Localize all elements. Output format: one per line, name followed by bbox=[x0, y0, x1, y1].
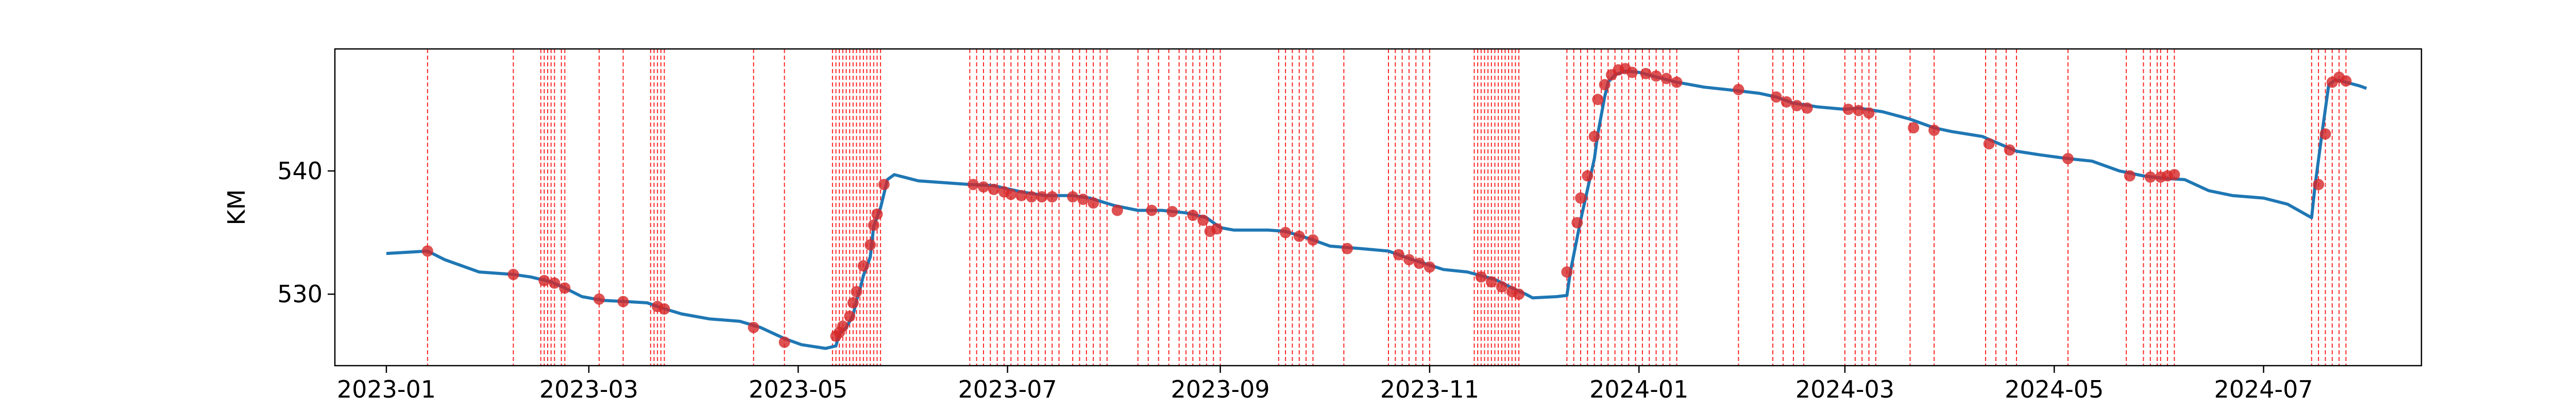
data-point bbox=[878, 179, 890, 191]
data-point bbox=[748, 321, 759, 333]
data-point bbox=[1801, 102, 1813, 114]
data-point bbox=[1393, 249, 1404, 261]
y-axis: 530 540 bbox=[277, 157, 335, 308]
data-point bbox=[1307, 234, 1319, 246]
data-point bbox=[1928, 124, 1940, 136]
data-point bbox=[1575, 192, 1587, 204]
plot-frame bbox=[334, 48, 2422, 367]
data-point bbox=[1733, 83, 1744, 95]
data-point bbox=[507, 268, 519, 280]
data-point bbox=[1863, 107, 1875, 119]
data-point bbox=[844, 311, 856, 322]
data-point bbox=[2319, 128, 2331, 140]
data-point bbox=[1626, 66, 1638, 78]
data-point bbox=[2062, 152, 2074, 164]
data-point bbox=[1561, 266, 1573, 278]
data-point bbox=[1640, 67, 1652, 79]
data-point bbox=[1187, 210, 1199, 221]
data-point bbox=[1599, 79, 1611, 91]
y-tick-label: 530 bbox=[277, 280, 323, 308]
data-point bbox=[1592, 94, 1604, 106]
data-point bbox=[1342, 243, 1353, 254]
data-point bbox=[1781, 96, 1792, 108]
x-tick-label: 2023-09 bbox=[1171, 375, 1269, 403]
data-point bbox=[1211, 223, 1223, 235]
data-point bbox=[865, 239, 876, 251]
data-point bbox=[1036, 191, 1048, 203]
data-point bbox=[1588, 130, 1600, 142]
data-point bbox=[1413, 258, 1425, 269]
data-point bbox=[1166, 205, 1178, 217]
x-tick-label: 2023-07 bbox=[958, 375, 1057, 403]
data-point bbox=[1046, 191, 1058, 203]
data-point bbox=[1423, 261, 1435, 273]
data-point bbox=[778, 336, 790, 348]
x-tick-label: 2024-03 bbox=[1795, 375, 1894, 403]
data-point bbox=[1293, 230, 1305, 242]
data-point bbox=[617, 296, 629, 307]
data-point bbox=[2144, 171, 2156, 183]
data-point bbox=[559, 282, 571, 294]
data-point bbox=[1496, 281, 1507, 293]
y-tick-label: 540 bbox=[277, 157, 323, 185]
data-point bbox=[1280, 227, 1292, 238]
data-point bbox=[2168, 169, 2180, 181]
data-point bbox=[1791, 100, 1803, 112]
data-point bbox=[549, 277, 561, 289]
data-point bbox=[1111, 204, 1123, 216]
data-point bbox=[1671, 76, 1683, 88]
data-point bbox=[421, 245, 433, 257]
data-point bbox=[1582, 170, 1594, 182]
data-point bbox=[1485, 276, 1497, 288]
data-point bbox=[538, 274, 550, 286]
series-layer bbox=[386, 63, 2367, 350]
x-tick-label: 2023-11 bbox=[1380, 375, 1479, 403]
x-tick-label: 2024-05 bbox=[2005, 375, 2104, 403]
data-point bbox=[977, 181, 989, 193]
y-axis-label: KM bbox=[223, 190, 250, 226]
data-point bbox=[1770, 91, 1782, 103]
data-point bbox=[1908, 122, 1920, 134]
data-point bbox=[1475, 271, 1487, 283]
x-axis: 2023-01 2023-03 2023-05 2023-07 2023-09 2023-… bbox=[337, 366, 2313, 403]
km-line bbox=[386, 70, 2367, 350]
data-point bbox=[967, 179, 979, 191]
data-point bbox=[1842, 104, 1854, 115]
x-tick-label: 2024-01 bbox=[1589, 375, 1688, 403]
data-point bbox=[1077, 193, 1089, 205]
data-point bbox=[1197, 214, 1209, 226]
data-point bbox=[868, 219, 879, 231]
data-point bbox=[2313, 179, 2325, 191]
data-point bbox=[1015, 190, 1027, 201]
data-point bbox=[988, 183, 999, 195]
data-point bbox=[1088, 197, 1099, 209]
x-tick-label: 2024-07 bbox=[2214, 375, 2313, 403]
data-point bbox=[2340, 75, 2352, 87]
data-point bbox=[2124, 170, 2136, 182]
data-point bbox=[1513, 288, 1525, 300]
data-point bbox=[871, 208, 883, 220]
data-point bbox=[1853, 105, 1865, 116]
data-point bbox=[857, 260, 869, 272]
data-point bbox=[1005, 188, 1017, 200]
data-point bbox=[2004, 144, 2015, 156]
x-tick-label: 2023-01 bbox=[337, 375, 436, 403]
data-point bbox=[593, 293, 605, 305]
x-tick-label: 2023-03 bbox=[539, 375, 638, 403]
data-point bbox=[1026, 191, 1038, 203]
data-point bbox=[1403, 254, 1415, 266]
x-tick-label: 2023-05 bbox=[749, 375, 848, 403]
data-point bbox=[1983, 138, 1995, 150]
data-point bbox=[847, 297, 859, 308]
data-point bbox=[851, 286, 862, 298]
data-point bbox=[1067, 191, 1079, 203]
data-point bbox=[837, 320, 849, 332]
data-point bbox=[1146, 204, 1158, 216]
data-point bbox=[658, 303, 670, 315]
data-point bbox=[1660, 73, 1672, 84]
data-point bbox=[1650, 70, 1662, 82]
data-point bbox=[1571, 217, 1583, 229]
